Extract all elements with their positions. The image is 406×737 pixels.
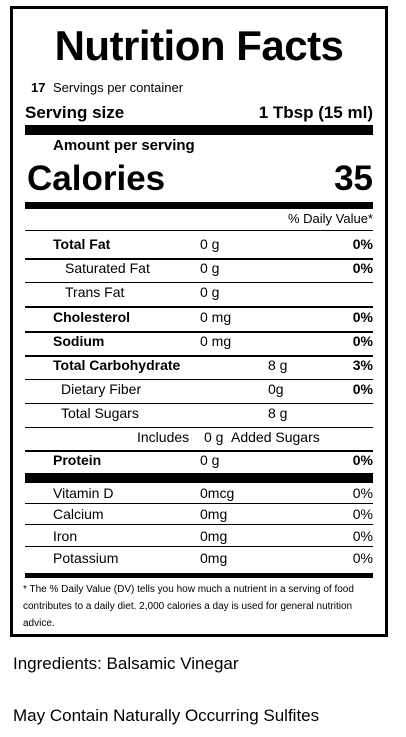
nutrient-amount: 0 mg bbox=[200, 333, 232, 349]
nutrient-name: Dietary Fiber bbox=[61, 381, 142, 397]
row-divider bbox=[25, 355, 373, 357]
nutrient-amount: 8 g bbox=[268, 405, 288, 421]
vitamin-name: Potassium bbox=[53, 550, 119, 566]
row-divider bbox=[25, 379, 373, 380]
nutrient-name: Protein bbox=[53, 452, 102, 468]
allergen-note: May Contain Naturally Occurring Sulfites bbox=[13, 706, 320, 725]
nutrient-name: Total Fat bbox=[53, 236, 111, 252]
nutrient-name: Total Carbohydrate bbox=[53, 357, 181, 373]
nutrient-dv: 0% bbox=[352, 260, 373, 276]
servings-count: 17 bbox=[31, 80, 46, 95]
added-sugars-amount: 0 g bbox=[204, 429, 224, 445]
calories-label: Calories bbox=[27, 159, 166, 198]
nutrient-name: Saturated Fat bbox=[65, 260, 150, 276]
includes-label: Includes bbox=[137, 429, 190, 445]
row-divider bbox=[25, 403, 373, 404]
added-sugars-label: Added Sugars bbox=[231, 429, 320, 445]
row-divider bbox=[25, 427, 373, 428]
nutrient-dv: 0% bbox=[352, 309, 373, 325]
nutrient-amount: 0 mg bbox=[200, 309, 232, 325]
vitamin-amount: 0mg bbox=[200, 550, 228, 566]
calories-value: 35 bbox=[334, 159, 373, 198]
nutrient-name: Cholesterol bbox=[53, 309, 131, 325]
row-divider bbox=[25, 450, 373, 452]
serving-size-value: 1 Tbsp (15 ml) bbox=[258, 103, 373, 122]
vitamin-name: Iron bbox=[53, 528, 78, 544]
nutrient-dv: 0% bbox=[352, 381, 373, 397]
vitamin-name: Vitamin D bbox=[53, 485, 114, 501]
ingredients-text: Ingredients: Balsamic Vinegar bbox=[13, 654, 239, 673]
daily-value-footnote: * The % Daily Value (DV) tells you how m… bbox=[23, 584, 354, 629]
row-divider bbox=[25, 306, 373, 308]
daily-value-header: % Daily Value* bbox=[287, 211, 373, 226]
nutrient-name: Trans Fat bbox=[65, 284, 125, 300]
nutrient-amount: 0 g bbox=[200, 284, 220, 300]
nutrient-amount: 0 g bbox=[200, 236, 220, 252]
amount-per-serving: Amount per serving bbox=[53, 137, 195, 154]
thin-divider bbox=[25, 230, 373, 231]
vitamin-amount: 0mcg bbox=[200, 485, 235, 501]
vitamin-dv: 0% bbox=[352, 506, 373, 522]
row-divider bbox=[25, 524, 373, 525]
row-divider bbox=[25, 282, 373, 283]
row-divider bbox=[25, 503, 373, 504]
vitamin-dv: 0% bbox=[352, 550, 373, 566]
vitamin-dv: 0% bbox=[352, 485, 373, 501]
vitamin-name: Calcium bbox=[53, 506, 104, 522]
vitamin-amount: 0mg bbox=[200, 506, 228, 522]
servings-per-container: Servings per container bbox=[53, 80, 184, 95]
medium-divider bbox=[25, 573, 373, 578]
row-divider bbox=[25, 331, 373, 333]
nutrient-amount: 0 g bbox=[200, 452, 220, 468]
nutrient-name: Sodium bbox=[53, 333, 105, 349]
vitamin-amount: 0mg bbox=[200, 528, 228, 544]
nutrient-amount: 0 g bbox=[200, 260, 220, 276]
label-title: Nutrition Facts bbox=[54, 22, 344, 69]
nutrient-amount: 0g bbox=[268, 381, 284, 397]
nutrition-facts-label: Nutrition Facts 17 Servings per containe… bbox=[10, 6, 388, 637]
thick-divider bbox=[25, 125, 373, 135]
thick-divider bbox=[25, 473, 373, 483]
row-divider bbox=[25, 258, 373, 260]
vitamin-dv: 0% bbox=[352, 528, 373, 544]
medium-divider bbox=[25, 202, 373, 209]
nutrient-dv: 0% bbox=[352, 236, 373, 252]
nutrient-dv: 0% bbox=[352, 452, 373, 468]
nutrient-dv: 3% bbox=[352, 357, 373, 373]
nutrient-name: Total Sugars bbox=[61, 405, 139, 421]
nutrient-amount: 8 g bbox=[268, 357, 288, 373]
row-divider bbox=[25, 546, 373, 547]
nutrient-dv: 0% bbox=[352, 333, 373, 349]
serving-size-label: Serving size bbox=[25, 103, 125, 122]
